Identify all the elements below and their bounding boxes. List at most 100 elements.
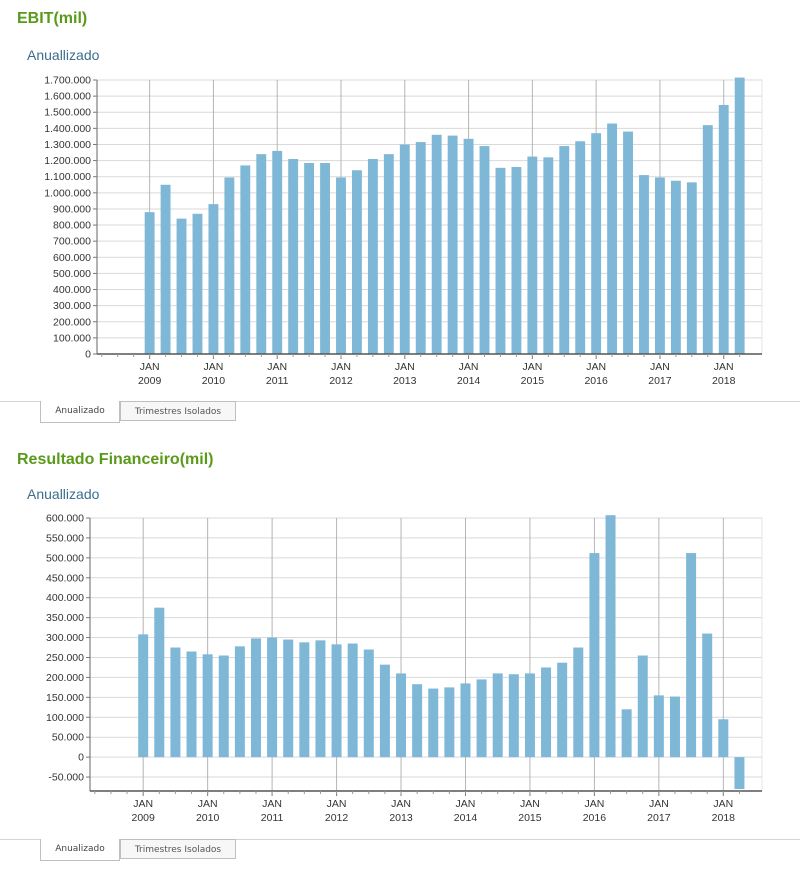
- bar: [447, 135, 458, 354]
- x-tick-month: JAN: [713, 798, 733, 810]
- x-tick-year: 2017: [648, 375, 672, 387]
- x-tick-month: JAN: [140, 361, 160, 373]
- bar: [573, 647, 584, 758]
- x-tick-year: 2012: [329, 375, 353, 387]
- x-tick-month: JAN: [459, 361, 479, 373]
- x-tick-month: JAN: [520, 798, 540, 810]
- bar: [351, 170, 362, 354]
- y-tick-label: 0: [85, 349, 91, 361]
- bar: [144, 212, 155, 354]
- bar: [734, 77, 745, 355]
- chart-1-subtitle: Anuallizado: [27, 47, 100, 63]
- bar: [431, 134, 442, 354]
- plot-background: [96, 79, 763, 355]
- y-tick-label: 600.000: [46, 513, 84, 525]
- bar: [686, 182, 697, 354]
- y-tick-label: 800.000: [53, 220, 91, 232]
- chart-2-title: Resultado Financeiro(mil): [17, 451, 214, 468]
- x-tick-year: 2014: [454, 812, 478, 824]
- x-tick-month: JAN: [395, 361, 415, 373]
- bar: [524, 673, 535, 758]
- bar: [267, 637, 278, 758]
- x-tick-year: 2018: [712, 375, 736, 387]
- y-tick-label: 100.000: [53, 332, 91, 344]
- y-tick-label: 150.000: [46, 692, 84, 704]
- bar: [702, 125, 713, 354]
- bar: [669, 696, 680, 758]
- x-tick-year: 2015: [518, 812, 542, 824]
- chart-2-subtitle: Anuallizado: [27, 486, 100, 502]
- y-tick-label: 1.500.000: [44, 107, 91, 119]
- bar: [428, 688, 439, 758]
- bar: [379, 664, 390, 758]
- y-tick-label: 1.100.000: [44, 171, 91, 183]
- bar: [288, 158, 299, 354]
- tabs-divider: [0, 401, 800, 402]
- bar: [718, 104, 729, 354]
- bar: [559, 146, 570, 354]
- x-tick-year: 2017: [647, 812, 671, 824]
- bar: [304, 163, 315, 354]
- bar: [575, 141, 586, 354]
- x-tick-month: JAN: [133, 798, 153, 810]
- y-tick-label: 900.000: [53, 203, 91, 215]
- y-tick-label: 250.000: [46, 652, 84, 664]
- bar: [607, 123, 618, 355]
- y-tick-label: 1.200.000: [44, 155, 91, 167]
- y-tick-label: 400.000: [53, 284, 91, 296]
- bar: [208, 204, 219, 354]
- bar: [367, 158, 378, 354]
- bar: [589, 553, 600, 758]
- bar: [605, 515, 616, 758]
- bar: [557, 662, 568, 758]
- bar: [331, 644, 342, 758]
- y-axis-ticks: 0 100.000 200.000 300.000 400.000 500.000 600.…: [44, 75, 97, 361]
- bar: [234, 646, 245, 758]
- y-tick-label: 1.000.000: [44, 187, 91, 199]
- y-tick-label: 300.000: [53, 300, 91, 312]
- y-tick-label: 1.400.000: [44, 123, 91, 135]
- bar: [299, 642, 310, 758]
- bar: [527, 156, 538, 354]
- bar: [670, 180, 681, 354]
- y-tick-label: 350.000: [46, 612, 84, 624]
- bar: [621, 709, 632, 758]
- y-tick-label: 1.600.000: [44, 91, 91, 103]
- tab-trimestres-isolados[interactable]: Trimestres Isolados: [120, 839, 236, 859]
- x-axis-ticks: JAN 2009 JAN 2010 JAN 2011 JAN 2012 JAN 2013 JAN 20…: [94, 791, 740, 824]
- bar: [637, 655, 648, 758]
- tab-anualizado[interactable]: Anualizado: [40, 401, 120, 423]
- bar: [224, 177, 235, 354]
- y-tick-label: 500.000: [46, 552, 84, 564]
- x-tick-month: JAN: [262, 798, 282, 810]
- bar: [479, 146, 490, 354]
- plot-area: [96, 79, 763, 355]
- bar: [511, 167, 522, 354]
- y-tick-label: 400.000: [46, 592, 84, 604]
- bar: [320, 163, 330, 354]
- bar: [444, 687, 455, 758]
- y-tick-label: 450.000: [46, 572, 84, 584]
- x-tick-month: JAN: [650, 361, 670, 373]
- bar: [160, 184, 171, 354]
- x-tick-month: JAN: [584, 798, 604, 810]
- y-tick-label: 600.000: [53, 252, 91, 264]
- resultado-financeiro-chart: -50.000 0 50.000 100.000 150.000 200.000 250.0…: [46, 513, 763, 824]
- bar: [495, 167, 506, 354]
- bar: [186, 651, 197, 758]
- bar: [508, 674, 519, 758]
- tab-trimestres-isolados[interactable]: Trimestres Isolados: [120, 401, 236, 421]
- y-tick-label: -50.000: [48, 772, 84, 784]
- x-tick-year: 2016: [584, 375, 608, 387]
- ebit-chart: 0 100.000 200.000 300.000 400.000 500.000 600.…: [44, 75, 763, 387]
- tab-anualizado[interactable]: Anualizado: [40, 839, 120, 861]
- x-tick-month: JAN: [649, 798, 669, 810]
- bar: [336, 177, 346, 354]
- bar: [347, 643, 358, 758]
- x-tick-year: 2009: [138, 375, 162, 387]
- y-tick-label: 1.300.000: [44, 139, 91, 151]
- bar: [492, 673, 503, 758]
- bar: [256, 154, 267, 354]
- bar: [138, 634, 149, 758]
- bar: [476, 679, 487, 758]
